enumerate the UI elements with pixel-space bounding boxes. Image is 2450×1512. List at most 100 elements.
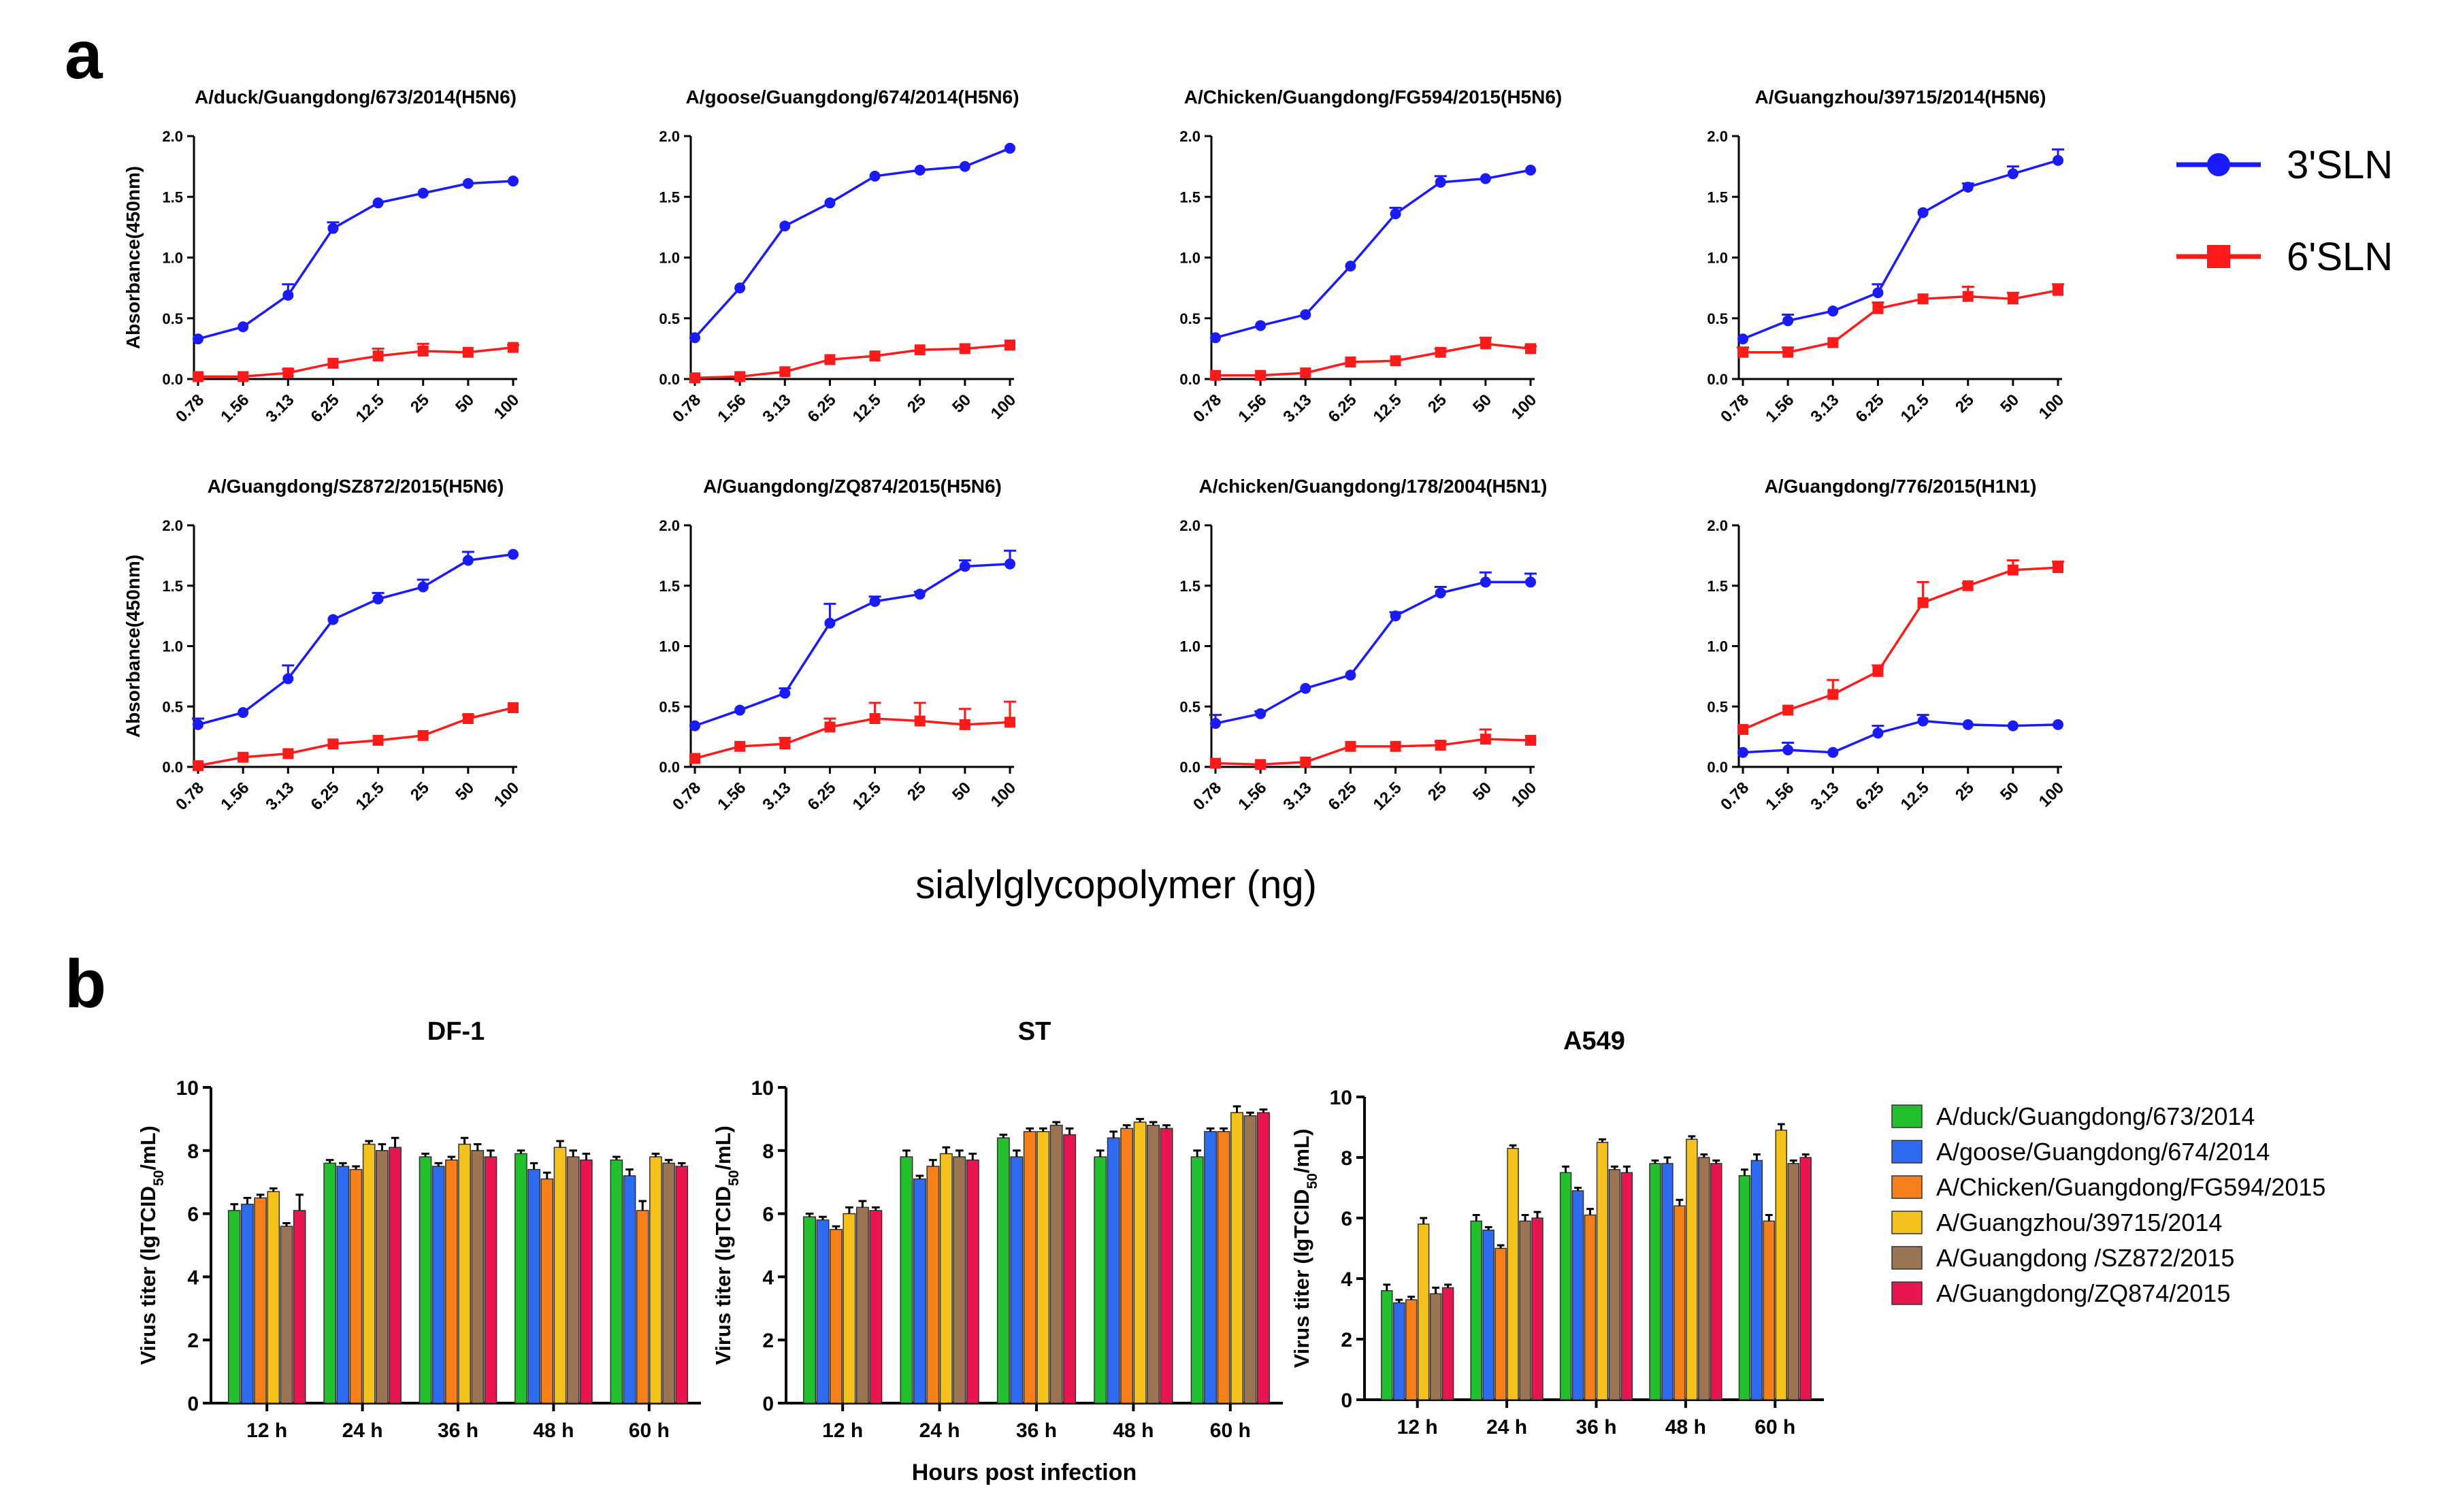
y-tick-label: 0.5 xyxy=(659,310,680,327)
series-3-sln xyxy=(689,549,1016,732)
bar xyxy=(280,1226,293,1404)
bar xyxy=(484,1156,497,1404)
y-tick-label: 1.0 xyxy=(659,638,680,655)
series-3-sln xyxy=(1210,164,1536,344)
x-tick-label: 12.5 xyxy=(353,778,388,814)
bar xyxy=(431,1166,445,1404)
data-point xyxy=(1480,173,1491,184)
data-point xyxy=(824,721,836,733)
data-point xyxy=(779,220,791,232)
y-tick-label: 0.0 xyxy=(1179,371,1200,388)
data-point xyxy=(1210,369,1221,381)
bar xyxy=(1190,1156,1204,1404)
x-tick-label: 3.13 xyxy=(262,391,297,426)
data-point xyxy=(689,332,700,344)
y-tick-label: 1.5 xyxy=(659,578,680,595)
bar xyxy=(1147,1124,1160,1404)
legend-label: 3'SLN xyxy=(2287,143,2393,187)
x-tick-label: 12.5 xyxy=(1370,778,1405,814)
data-point xyxy=(1480,576,1491,588)
x-tick-label: 3.13 xyxy=(262,778,297,814)
x-tick-label: 1.56 xyxy=(1235,391,1270,426)
x-tick-label: 6.25 xyxy=(1325,778,1360,814)
data-point xyxy=(1435,346,1446,358)
chart-title: A/Guangdong/776/2015(H1N1) xyxy=(1765,476,2037,497)
bar xyxy=(362,1143,376,1404)
bar xyxy=(1217,1131,1230,1404)
bar xyxy=(1686,1138,1698,1400)
x-tick-label: 6.25 xyxy=(804,391,840,426)
x-tick-label: 12 h xyxy=(246,1419,287,1442)
data-point xyxy=(462,555,474,566)
y-tick-label: 0.5 xyxy=(1179,310,1200,327)
x-tick-label: 0.78 xyxy=(669,778,704,814)
panel-a-label: a xyxy=(65,17,103,93)
data-point xyxy=(238,371,249,382)
data-point xyxy=(1435,740,1446,751)
chart-title: A/Guangzhou/39715/2014(H5N6) xyxy=(1755,86,2046,108)
y-tick-label: 0.0 xyxy=(1707,371,1728,388)
y-axis-label: Absorbance(450nm) xyxy=(122,166,144,349)
y-tick-label: 1.5 xyxy=(1707,188,1728,206)
data-point xyxy=(1782,346,1794,358)
data-point xyxy=(2053,154,2063,166)
x-tick-label: 25 xyxy=(1424,778,1450,804)
x-tick-label: 25 xyxy=(1424,391,1450,416)
y-axis-label: Virus titer (lgTCID50/mL) xyxy=(711,1125,742,1365)
bar xyxy=(913,1178,926,1404)
data-point xyxy=(869,595,881,607)
data-point xyxy=(417,729,429,741)
y-tick-label: 0.0 xyxy=(162,371,183,388)
data-point xyxy=(282,748,294,759)
x-tick-label: 100 xyxy=(2036,778,2068,810)
data-point xyxy=(327,357,339,369)
charts-layer: A/duck/Guangdong/673/2014(H5N6) 0.0 0.5 1.0… xyxy=(122,86,2068,1442)
line-chart-4: A/Guangzhou/39715/2014(H5N6) 0.0 0.5 1.0 1.5… xyxy=(1707,86,2068,426)
series-line xyxy=(1215,738,1531,766)
x-tick-label: 0.78 xyxy=(669,391,704,426)
x-tick-label: 0.78 xyxy=(1190,778,1225,814)
data-point xyxy=(508,548,519,560)
legend-label: A/duck/Guangdong/673/2014 xyxy=(1936,1102,2255,1130)
bar xyxy=(349,1168,363,1404)
bar xyxy=(553,1147,567,1404)
legend-label: 6'SLN xyxy=(2287,235,2393,279)
bar xyxy=(1036,1131,1050,1404)
x-tick-label: 12.5 xyxy=(1370,391,1405,426)
bar xyxy=(419,1156,432,1404)
x-tick-label: 24 h xyxy=(1486,1416,1527,1439)
data-point xyxy=(1210,718,1221,729)
data-point xyxy=(1917,597,1929,608)
legend-b-item: A/Guangdong/ZQ874/2015 xyxy=(1891,1279,2230,1307)
data-point xyxy=(282,289,294,301)
bar xyxy=(1063,1134,1077,1404)
x-tick-label: 12 h xyxy=(822,1419,863,1442)
x-tick-label: 3.13 xyxy=(759,778,794,814)
x-tick-label: 12.5 xyxy=(353,391,388,426)
series-6-sln xyxy=(193,702,519,772)
data-point xyxy=(734,282,746,294)
series-3-sln xyxy=(689,142,1015,344)
legend-b-item: A/Guangzhou/39715/2014 xyxy=(1891,1209,2222,1236)
bar xyxy=(675,1166,689,1404)
y-tick-label: 4 xyxy=(187,1266,199,1289)
x-tick-label: 6.25 xyxy=(308,778,343,814)
y-tick-label: 8 xyxy=(187,1140,199,1163)
bar xyxy=(566,1156,580,1404)
bar xyxy=(869,1210,883,1404)
x-tick-label: 24 h xyxy=(342,1419,383,1442)
x-tick-label: 50 xyxy=(949,391,975,416)
y-tick-label: 10 xyxy=(751,1077,774,1100)
x-tick-label: 100 xyxy=(491,778,523,810)
bar xyxy=(389,1147,402,1404)
x-tick-label: 50 xyxy=(949,778,975,804)
bar xyxy=(1559,1172,1572,1400)
series-line xyxy=(1742,566,2059,731)
y-tick-label: 1.0 xyxy=(1179,250,1200,267)
data-point xyxy=(779,738,791,750)
bar xyxy=(1494,1247,1507,1400)
bar-chart-a549: A549 0 2 4 6 8 10 Virus titer (lgTCID50/mL) 12 h… xyxy=(1290,1027,1824,1439)
legend-marker xyxy=(2207,245,2230,268)
data-point xyxy=(327,223,339,234)
data-point xyxy=(779,687,791,699)
